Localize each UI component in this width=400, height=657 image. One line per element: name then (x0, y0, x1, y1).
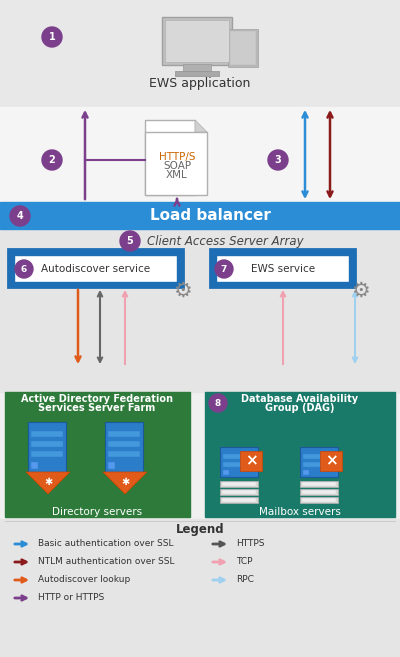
Bar (320, 451, 342, 471)
Polygon shape (26, 472, 70, 494)
Text: Group (DAG): Group (DAG) (265, 403, 335, 413)
Text: Load balancer: Load balancer (150, 208, 270, 223)
Bar (31, 462, 38, 469)
Text: Legend: Legend (176, 522, 224, 535)
Circle shape (209, 394, 227, 412)
Polygon shape (103, 472, 147, 494)
Text: ✱: ✱ (121, 477, 129, 487)
Bar (220, 447, 258, 477)
Bar (28, 422, 66, 472)
Text: ✱: ✱ (44, 477, 52, 487)
Text: Mailbox servers: Mailbox servers (259, 507, 341, 517)
Text: Basic authentication over SSL: Basic authentication over SSL (38, 539, 174, 549)
Bar (223, 454, 255, 459)
Text: ⚙: ⚙ (351, 281, 369, 301)
Bar (230, 31, 256, 65)
Bar (31, 431, 63, 437)
Bar (8, 249, 183, 287)
Bar (222, 498, 256, 502)
Circle shape (120, 231, 140, 251)
Bar (0, 202, 400, 229)
Text: HTTPS: HTTPS (236, 539, 264, 549)
Text: XML: XML (166, 170, 188, 180)
Bar (220, 497, 258, 503)
Text: 2: 2 (49, 155, 55, 165)
Bar (223, 462, 255, 467)
Text: Active Directory Federation: Active Directory Federation (21, 394, 173, 404)
Polygon shape (195, 120, 207, 132)
Bar (31, 451, 63, 457)
Bar (108, 451, 140, 457)
Bar (222, 482, 256, 486)
Bar (14, 255, 177, 282)
Bar (162, 17, 232, 65)
Bar (300, 497, 338, 503)
Bar (302, 498, 336, 502)
Bar (210, 249, 355, 287)
Bar (303, 454, 335, 459)
Bar (300, 489, 338, 495)
Text: Autodiscover lookup: Autodiscover lookup (38, 576, 130, 585)
Bar (145, 120, 195, 195)
Bar (165, 20, 229, 62)
Text: EWS service: EWS service (251, 264, 315, 274)
Text: 6: 6 (21, 265, 27, 273)
Text: ×: × (325, 453, 337, 468)
Text: HTTP or HTTPS: HTTP or HTTPS (38, 593, 104, 602)
Bar (108, 441, 140, 447)
Bar (105, 422, 143, 472)
Text: TCP: TCP (236, 558, 252, 566)
Bar (145, 132, 207, 195)
Text: Database Availability: Database Availability (242, 394, 358, 404)
Bar (302, 482, 336, 486)
Bar (300, 481, 338, 487)
Bar (0, 107, 400, 202)
Circle shape (15, 260, 33, 278)
Bar (0, 519, 400, 657)
Text: 5: 5 (127, 236, 133, 246)
Circle shape (42, 27, 62, 47)
Bar (108, 431, 140, 437)
Bar (108, 462, 115, 469)
Text: RPC: RPC (236, 576, 254, 585)
Text: Autodiscover service: Autodiscover service (42, 264, 150, 274)
Bar (220, 489, 258, 495)
Bar (31, 441, 63, 447)
Circle shape (42, 150, 62, 170)
Bar (303, 462, 335, 467)
Text: Directory servers: Directory servers (52, 507, 142, 517)
Bar (5, 392, 190, 517)
Circle shape (10, 206, 30, 226)
Bar (228, 29, 258, 67)
Circle shape (268, 150, 288, 170)
Bar (240, 451, 262, 471)
Text: 3: 3 (275, 155, 281, 165)
Bar (222, 490, 256, 494)
Text: ×: × (245, 453, 257, 468)
Text: ⚙: ⚙ (173, 281, 191, 301)
Text: SOAP: SOAP (163, 161, 191, 171)
Bar (183, 64, 211, 72)
Bar (205, 392, 395, 517)
Text: EWS application: EWS application (149, 76, 251, 89)
Text: Client Access Server Array: Client Access Server Array (147, 235, 303, 248)
Text: NTLM authentication over SSL: NTLM authentication over SSL (38, 558, 174, 566)
Text: 8: 8 (215, 399, 221, 407)
Bar (300, 447, 338, 477)
Bar (216, 255, 349, 282)
Bar (0, 229, 400, 392)
Bar (0, 0, 400, 107)
Bar (303, 470, 309, 475)
Bar (302, 490, 336, 494)
Bar (223, 470, 229, 475)
Circle shape (215, 260, 233, 278)
Text: 7: 7 (221, 265, 227, 273)
Text: 4: 4 (17, 211, 23, 221)
Bar (175, 71, 219, 76)
Text: HTTP/S: HTTP/S (159, 152, 195, 162)
Text: 1: 1 (49, 32, 55, 42)
Text: Services Server Farm: Services Server Farm (38, 403, 156, 413)
Bar (220, 481, 258, 487)
